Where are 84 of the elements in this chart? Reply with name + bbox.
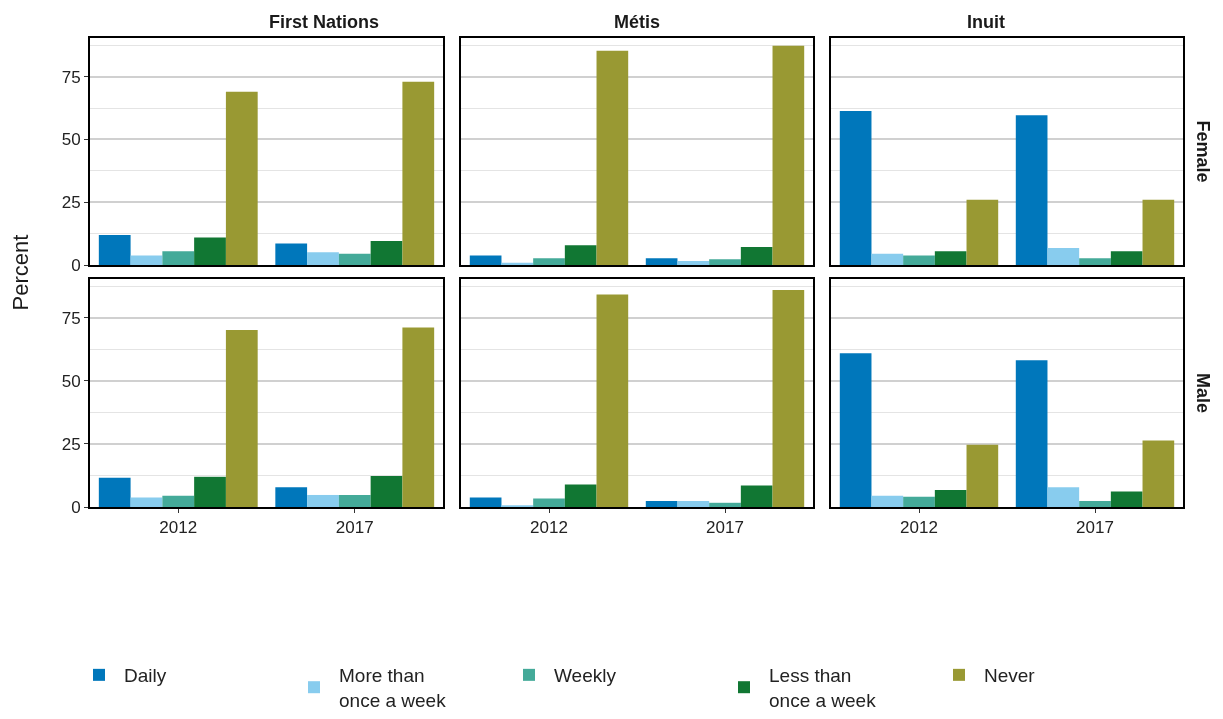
bar [98, 234, 131, 266]
bar [130, 497, 163, 508]
bar [338, 253, 371, 266]
legend-label: Never [984, 665, 1036, 687]
bar [871, 495, 904, 508]
bar [772, 290, 805, 508]
chart-title: First Nations [269, 12, 380, 32]
bar [501, 505, 534, 508]
y-tick-label: 25 [61, 193, 81, 213]
x-tick-label: 2017 [1076, 518, 1114, 538]
bar [1142, 440, 1175, 508]
bar [98, 477, 131, 508]
bar [1047, 487, 1080, 508]
y-tick-label: 75 [61, 308, 81, 328]
bar [966, 199, 999, 266]
bar [934, 489, 967, 508]
bar [533, 258, 565, 266]
bar [469, 497, 502, 508]
legend-label: Daily [124, 665, 167, 687]
bar [740, 485, 773, 508]
bar [596, 294, 629, 508]
y-axis-title: Percent [7, 234, 33, 311]
legend-label: More than once a week [339, 665, 447, 711]
bar [225, 91, 258, 266]
bar [275, 243, 308, 266]
bar [966, 444, 999, 508]
text: Male [1193, 373, 1214, 414]
legend-label: Weekly [554, 665, 617, 687]
bar [370, 476, 403, 508]
text: Female [1192, 120, 1213, 183]
bar [564, 484, 597, 508]
y-tick-label: 75 [61, 67, 81, 87]
bar [338, 494, 371, 508]
y-tick-label: 0 [71, 498, 81, 518]
bar [645, 258, 678, 266]
y-tick-label: 50 [61, 130, 81, 150]
bar [162, 251, 195, 266]
bar [307, 252, 339, 266]
bar [194, 237, 226, 266]
y-tick-label: 50 [61, 371, 81, 391]
bar [1047, 248, 1080, 266]
bar [934, 251, 967, 266]
bar [1110, 491, 1143, 508]
x-tick-label: 2012 [159, 518, 198, 538]
bar [402, 81, 435, 266]
bar [402, 327, 435, 508]
bar [740, 247, 773, 266]
legend-label: Less than once a week [769, 665, 877, 711]
bar [1079, 258, 1111, 266]
bar [225, 329, 258, 508]
y-tick-label: 25 [61, 434, 81, 454]
bar [839, 111, 872, 266]
bar [871, 253, 904, 266]
bar [370, 241, 403, 266]
bar [469, 255, 502, 266]
x-tick-label: 2012 [530, 518, 568, 538]
bar [564, 245, 597, 266]
bar [709, 259, 741, 266]
bar [1015, 360, 1048, 508]
x-tick-label: 2017 [706, 518, 744, 538]
bar [162, 495, 195, 508]
y-tick-label: 0 [71, 256, 81, 276]
bar [677, 501, 710, 508]
bar [772, 45, 805, 266]
x-tick-label: 2012 [900, 518, 938, 538]
bar [677, 260, 710, 266]
bar [533, 498, 565, 508]
bar [1015, 115, 1048, 266]
bar [709, 502, 741, 508]
bar [275, 487, 308, 508]
x-tick-label: 2017 [335, 518, 374, 538]
bar [1079, 501, 1111, 508]
bar [1110, 251, 1143, 266]
chart-title: Métis [614, 12, 661, 32]
bar [903, 496, 935, 508]
bar [307, 494, 339, 508]
bar [839, 353, 872, 508]
bar [903, 255, 935, 266]
bar [1142, 199, 1175, 266]
bar [596, 50, 629, 266]
bar [130, 255, 163, 266]
bar [645, 501, 678, 508]
bar [194, 476, 226, 508]
chart-title: Inuit [967, 12, 1005, 32]
